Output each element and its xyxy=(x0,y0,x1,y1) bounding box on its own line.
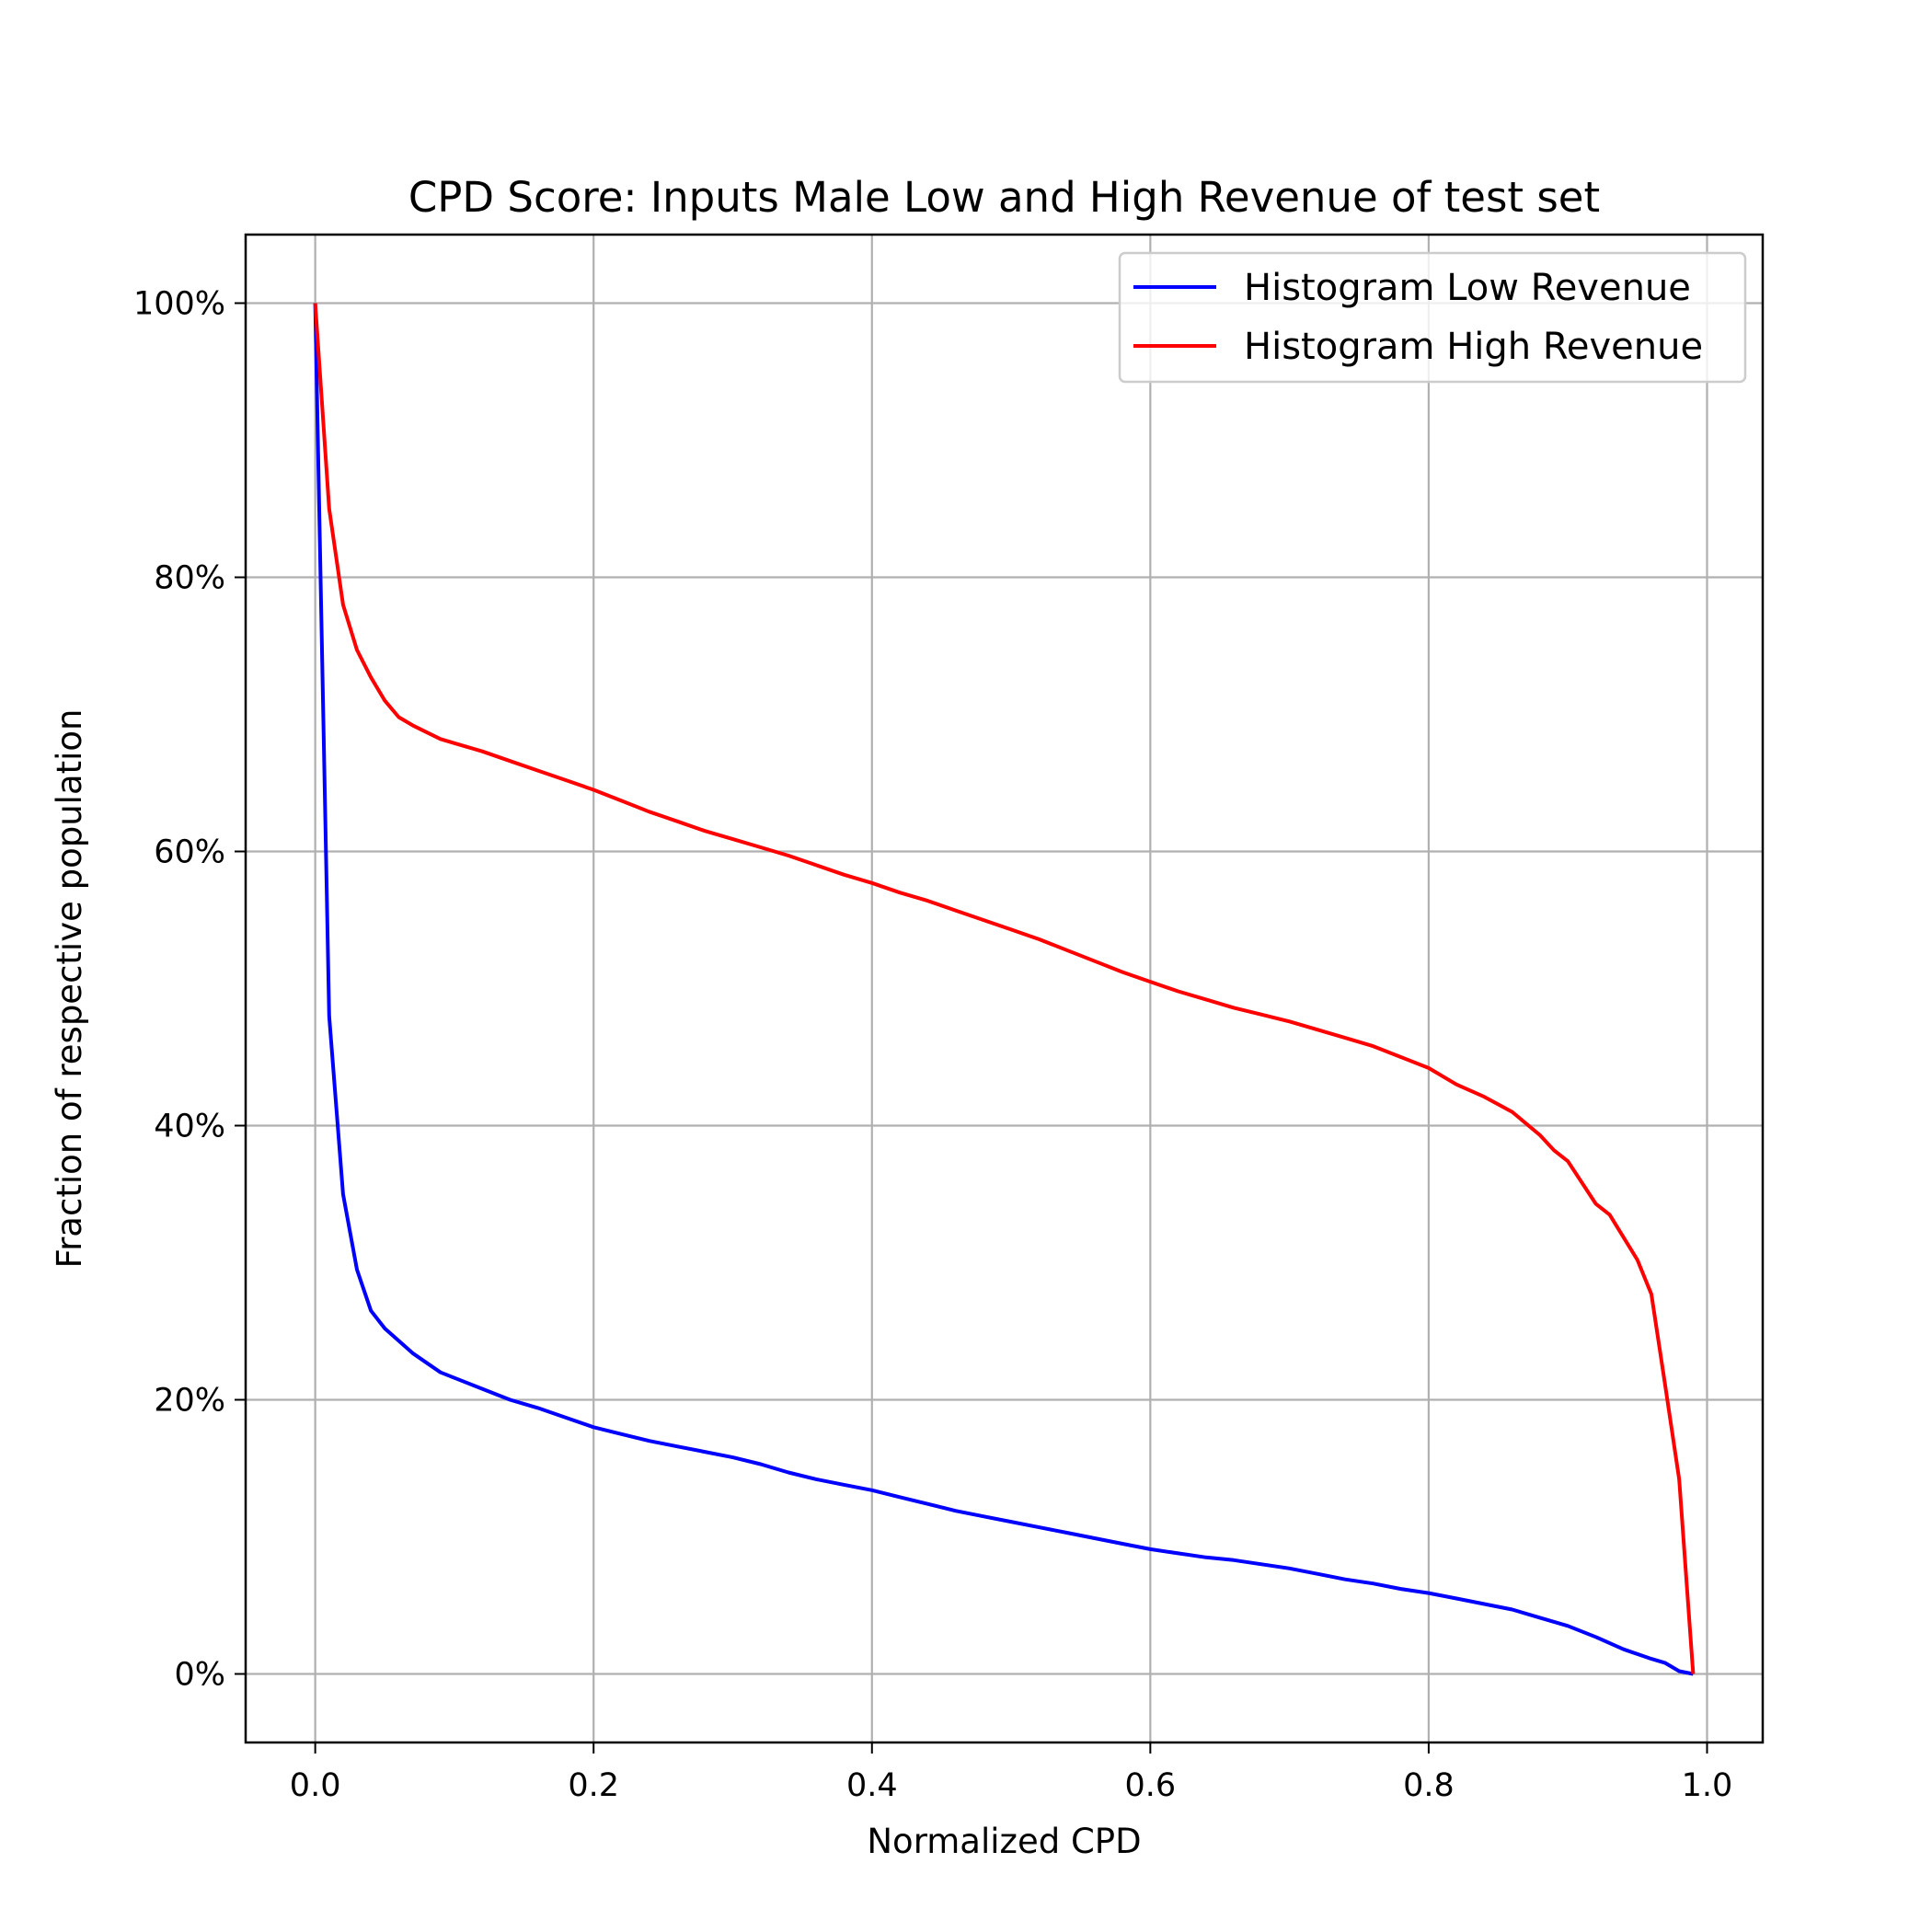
ticks: 0.0 0.2 0.4 0.6 0.8 1.0 0% 20% 40% 60% 80% 100% xyxy=(133,286,1732,1805)
x-tick-label: 0.8 xyxy=(1403,1767,1455,1804)
y-axis-label: Fraction of respective population xyxy=(50,708,89,1268)
x-tick-label: 1.0 xyxy=(1682,1767,1733,1804)
legend: Histogram Low Revenue Histogram High Rev… xyxy=(1118,251,1747,384)
plot-frame xyxy=(244,233,1765,1744)
legend-label-low-revenue: Histogram Low Revenue xyxy=(1244,267,1691,309)
y-tick-label: 20% xyxy=(154,1383,225,1420)
y-tick-label: 80% xyxy=(154,560,225,597)
series-group xyxy=(313,303,1696,1676)
chart-title: CPD Score: Inputs Male Low and High Reve… xyxy=(408,173,1600,222)
x-axis-label: Normalized CPD xyxy=(867,1822,1141,1861)
x-tick-label: 0.4 xyxy=(846,1767,898,1804)
x-tick-label: 0.0 xyxy=(290,1767,341,1804)
legend-box xyxy=(1118,251,1747,384)
y-tick-label: 60% xyxy=(154,834,225,871)
x-tick-label: 0.2 xyxy=(568,1767,619,1804)
y-tick-label: 40% xyxy=(154,1109,225,1145)
legend-label-high-revenue: Histogram High Revenue xyxy=(1244,326,1703,368)
grid xyxy=(246,235,1763,1742)
series-line-high-revenue xyxy=(313,303,1696,1674)
y-tick-label: 0% xyxy=(174,1657,225,1694)
y-tick-label: 100% xyxy=(133,286,225,323)
series-line-low-revenue xyxy=(313,303,1694,1676)
x-tick-label: 0.6 xyxy=(1125,1767,1177,1804)
